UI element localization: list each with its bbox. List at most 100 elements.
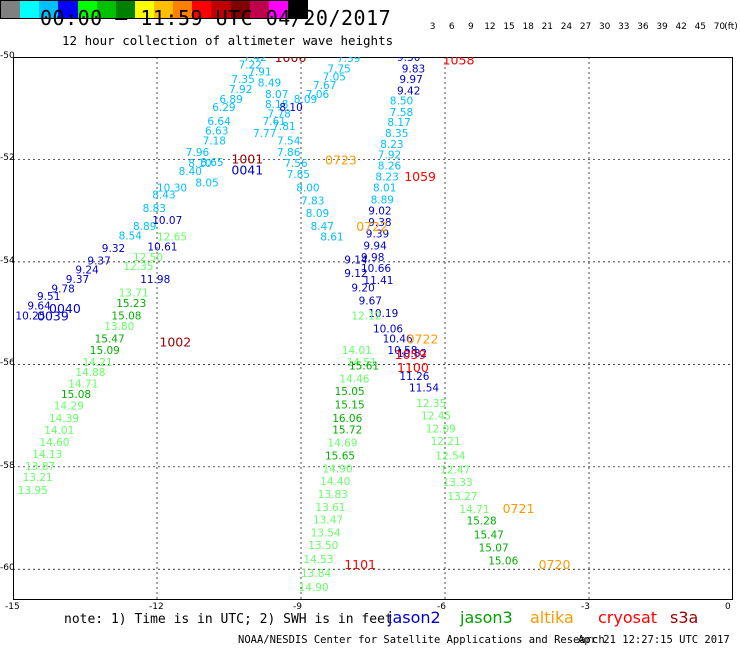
wave-height-value: 11.41	[363, 275, 393, 287]
color-swatch	[211, 1, 231, 18]
color-swatch	[154, 1, 174, 18]
pass-time-label: 0720	[539, 557, 571, 572]
wave-height-value: 9.30	[397, 57, 420, 64]
color-scale-tick: 70	[713, 22, 726, 32]
wave-height-value: 8.09	[306, 208, 329, 220]
longitude-tick-label: -6	[437, 602, 446, 612]
wave-height-value: 14.71	[459, 504, 489, 516]
pass-time-label: 0721	[503, 501, 535, 516]
footnote: note: 1) Time is in UTC; 2) SWH is in fe…	[64, 612, 393, 627]
wave-height-value: 9.39	[366, 229, 389, 241]
wave-height-value: 15.61	[349, 360, 379, 372]
wave-height-value: 14.51	[347, 357, 377, 369]
wave-height-value: 8.89	[371, 194, 394, 206]
wave-height-value: 8.23	[380, 139, 403, 151]
wave-height-value: 15.06	[488, 556, 518, 568]
wave-height-value: 15.09	[90, 345, 120, 357]
wave-height-value: 7.05	[323, 71, 346, 83]
satellite-jason2: jason2	[388, 608, 441, 627]
satellite-altika: altika	[530, 608, 574, 627]
wave-height-value: 9.83	[402, 63, 425, 75]
wave-height-value: 7.06	[306, 89, 330, 101]
wave-height-value: 8.65	[200, 157, 223, 169]
longitude-tick-label: 0	[725, 602, 731, 612]
latitude-tick-label: -52	[0, 153, 15, 164]
wave-height-value: 7.78	[267, 108, 290, 120]
wave-height-value: 7.96	[186, 147, 210, 159]
wave-height-value: 9.67	[359, 295, 382, 307]
map-grid	[13, 57, 733, 600]
wave-height-value: 12.47	[440, 464, 470, 476]
color-scale-tick: 33	[618, 22, 630, 32]
wave-height-map: 7.427.227.917.35 8.49 7.92 8.07 6.89 8.18 6.29…	[13, 57, 733, 600]
credit-line: NOAA/NESDIS Center for Satellite Applica…	[238, 634, 605, 646]
wave-height-value: 15.72	[332, 424, 362, 436]
wave-height-value: 7.81	[272, 121, 295, 133]
page-title: 00:00 – 11:59 UTC 04/20/2017	[40, 6, 392, 30]
color-scale-tick: 3	[429, 22, 436, 32]
color-scale-tick: 21	[541, 22, 554, 32]
color-scale-tick: 36	[637, 22, 649, 32]
wave-height-value: 7.22	[239, 60, 262, 72]
wave-height-value: 8.49	[258, 78, 281, 90]
wave-height-value: 14.60	[39, 437, 69, 449]
wave-height-value: 6.63	[205, 125, 228, 137]
color-swatch	[20, 1, 40, 18]
wave-height-value: 9.37	[66, 274, 89, 286]
color-scale-tick: 9	[467, 22, 474, 32]
wave-height-value: 10.46	[383, 334, 413, 346]
wave-height-value: 15.07	[479, 543, 509, 555]
wave-height-value: 12.65	[157, 231, 187, 243]
wave-height-value: 16.06	[332, 413, 362, 425]
wave-height-value: 15.08	[111, 311, 141, 323]
longitude-tick-label: -12	[149, 602, 164, 612]
wave-height-value: 12.35	[123, 261, 153, 273]
wave-height-value: 13.71	[119, 288, 149, 300]
wave-height-value: 10.07	[152, 215, 182, 227]
pass-time-label: 0723	[325, 152, 357, 167]
wave-height-value: 7.77	[253, 128, 276, 140]
wave-height-value: 13.27	[447, 491, 477, 503]
wave-height-value: 15.15	[335, 399, 365, 411]
wave-height-value: 7.92	[378, 149, 401, 161]
wave-height-value: 14.90	[323, 463, 353, 475]
color-swatch	[1, 1, 21, 18]
longitude-tick-label: -15	[5, 602, 20, 612]
color-scale-unit: (ft)	[724, 22, 738, 32]
wave-height-value: 8.23	[375, 171, 398, 183]
color-swatch	[268, 1, 288, 18]
wave-height-value: 7.67	[313, 80, 336, 92]
wave-height-value: 14.71	[68, 378, 98, 390]
pass-time-label: 0722	[407, 332, 439, 347]
color-swatch	[192, 1, 212, 18]
wave-height-value: 6.89	[219, 94, 242, 106]
color-swatch	[230, 1, 250, 18]
pass-time-label: 0039	[37, 309, 69, 324]
wave-height-value: 9.64	[27, 300, 51, 312]
wave-height-value: 8.54	[119, 230, 143, 242]
wave-height-value: 7.75	[327, 63, 350, 75]
wave-height-value: 9.37	[87, 255, 110, 267]
latitude-tick-label: -56	[0, 358, 15, 369]
wave-height-value: 14.01	[342, 345, 372, 357]
wave-height-value: 10.66	[361, 263, 391, 275]
wave-height-value: 8.17	[387, 117, 410, 129]
color-scale-tick: 27	[579, 22, 592, 32]
wave-height-value: 14.69	[327, 438, 357, 450]
pass-time-label: 0722	[356, 219, 388, 234]
wave-height-value: 9.02	[368, 206, 391, 218]
wave-height-value: 9.94	[363, 241, 387, 253]
wave-height-value: 10.30	[157, 183, 187, 195]
wave-height-value: 13.80	[104, 321, 134, 333]
wave-height-value: 9.97	[399, 74, 422, 86]
wave-height-value: 12.54	[435, 451, 465, 463]
wave-height-value: 7.91	[248, 66, 271, 78]
wave-height-value: 9.14	[344, 254, 368, 266]
wave-height-value: 8.83	[143, 203, 166, 215]
wave-height-value: 8.50	[390, 96, 413, 108]
map-frame	[13, 57, 733, 600]
color-scale-legend	[0, 0, 308, 19]
wave-height-value: 11.98	[140, 274, 170, 286]
wave-height-value: 12.45	[421, 411, 451, 423]
